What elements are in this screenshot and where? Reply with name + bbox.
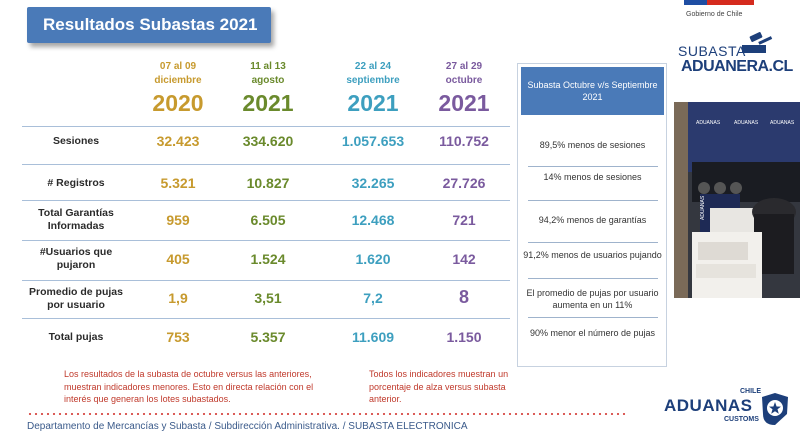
row-divider — [22, 240, 510, 241]
comparison-divider — [528, 317, 658, 318]
table-cell: 721 — [452, 212, 476, 228]
column-month: septiembre — [346, 75, 400, 86]
comparison-item: 89,5% menos de sesiones — [539, 140, 646, 150]
row-divider — [22, 318, 510, 319]
aduanas-logo-customs: CUSTOMS — [724, 416, 759, 423]
table-cell: 10.827 — [246, 175, 290, 191]
table-cell: 1.524 — [250, 251, 286, 267]
table-cell: 32.265 — [351, 175, 395, 191]
comparison-item: 91,2% menos de usuarios pujando — [523, 250, 662, 260]
footer-dotted-rule — [27, 413, 627, 415]
row-label-garantias: Total Garantías Informadas — [38, 207, 114, 232]
table-cell: 959 — [166, 212, 190, 228]
comparison-panel — [517, 63, 667, 367]
slide-title: Resultados Subastas 2021 — [27, 7, 271, 43]
table-cell: 1.620 — [355, 251, 391, 267]
government-flag-icon — [684, 0, 754, 22]
table-cell: 11.609 — [351, 329, 395, 345]
table-cell: 1,9 — [168, 290, 188, 306]
comparison-divider — [528, 278, 658, 279]
svg-text:ADUANAS: ADUANAS — [696, 120, 721, 126]
table-cell: 7,2 — [363, 290, 383, 306]
svg-text:ADUANAS: ADUANAS — [770, 120, 795, 126]
column-month: octubre — [445, 75, 483, 86]
government-label: Gobierno de Chile — [686, 11, 743, 18]
column-period: 27 al 29 — [445, 61, 483, 72]
column-period: 07 al 09 — [159, 61, 197, 72]
footer-text: Departamento de Mercancías y Subasta / S… — [27, 421, 468, 432]
note-left: Los resultados de la subasta de octubre … — [64, 369, 314, 404]
column-year: 2021 — [242, 90, 294, 116]
comparison-divider — [528, 166, 658, 167]
table-cell: 8 — [458, 287, 469, 307]
row-divider — [22, 280, 510, 281]
column-header-3: 22 al 24 septiembre 2021 — [318, 60, 428, 117]
column-month: agosto — [251, 75, 285, 86]
table-cell: 6.505 — [250, 212, 286, 228]
column-year: 2021 — [438, 90, 490, 116]
table-cell: 142 — [452, 251, 476, 267]
column-period: 22 al 24 — [354, 61, 392, 72]
row-label-promedio: Promedio de pujas por usuario — [29, 286, 123, 311]
table-cell: 32.423 — [156, 133, 200, 149]
table-cell: 5.357 — [250, 329, 286, 345]
aduanas-logo-chile: CHILE — [740, 388, 761, 395]
column-month: diciembre — [154, 75, 202, 86]
logo-line-1: SUBASTA — [678, 43, 746, 59]
comparison-divider — [528, 200, 658, 201]
row-label-total-pujas: Total pujas — [48, 331, 104, 343]
logo-line-2: ADUANERA.CL — [681, 58, 793, 75]
aduanas-shield-icon — [762, 393, 788, 425]
table-cell: 1.057.653 — [341, 133, 405, 149]
column-header-2: 11 al 13 agosto 2021 — [224, 60, 312, 117]
comparison-divider — [528, 242, 658, 243]
comparison-header: Subasta Octubre v/s Septiembre 2021 — [521, 67, 664, 115]
table-cell: 405 — [166, 251, 190, 267]
table-cell: 334.620 — [242, 133, 294, 149]
table-cell: 3,51 — [254, 290, 282, 306]
subasta-aduanera-logo: SUBASTA ADUANERA.CL — [678, 30, 793, 76]
comparison-item: 14% menos de sesiones — [543, 172, 642, 182]
aduanas-logo-main: ADUANAS — [664, 396, 753, 415]
comparison-item: El promedio de pujas por usuario aumenta… — [526, 288, 659, 310]
column-header-4: 27 al 29 octubre 2021 — [420, 60, 508, 117]
column-header-1: 07 al 09 diciembre 2020 — [134, 60, 222, 117]
svg-text:ADUANAS: ADUANAS — [734, 120, 759, 126]
table-cell: 753 — [166, 329, 190, 345]
table-cell: 27.726 — [442, 175, 486, 191]
row-divider — [22, 126, 510, 127]
auction-photo: ADUANAS ADUANAS ADUANAS ADUANAS — [674, 102, 800, 298]
column-year: 2021 — [347, 90, 399, 116]
note-right: Todos los indicadores muestran un porcen… — [369, 369, 509, 404]
column-year: 2020 — [152, 90, 204, 116]
row-divider — [22, 164, 510, 165]
table-cell: 110.752 — [439, 133, 489, 149]
comparison-item: 90% menor el número de pujas — [529, 328, 656, 338]
auction-gavel-icon — [742, 32, 773, 53]
column-period: 11 al 13 — [250, 61, 286, 72]
table-cell: 12.468 — [351, 212, 395, 228]
comparison-item: 94,2% menos de garantías — [538, 215, 647, 225]
aduanas-logo: CHILE ADUANAS CUSTOMS — [664, 388, 794, 438]
svg-text:ADUANAS: ADUANAS — [700, 195, 706, 220]
row-label-registros: # Registros — [47, 177, 105, 189]
row-label-usuarios: #Usuarios que pujaron — [39, 246, 113, 271]
table-cell: 1.150 — [446, 329, 482, 345]
row-divider — [22, 200, 510, 201]
row-label-sesiones: Sesiones — [52, 135, 100, 147]
table-cell: 5.321 — [160, 175, 196, 191]
